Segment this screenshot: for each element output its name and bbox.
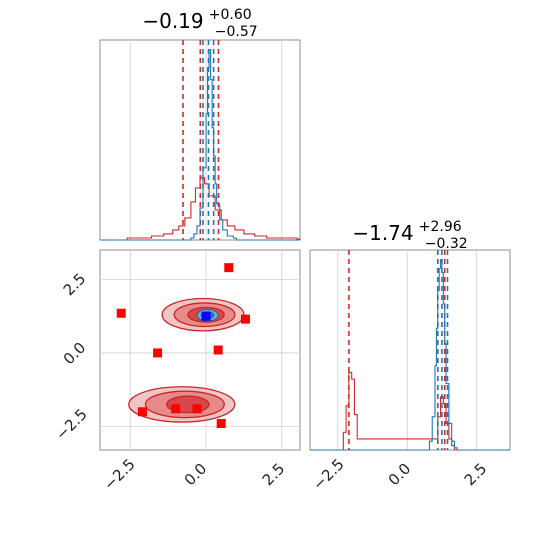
red-marker xyxy=(171,404,181,414)
title-main: −1.74 xyxy=(352,221,413,245)
red-marker xyxy=(224,263,234,273)
histogram-step-line xyxy=(100,177,301,241)
xtick-label-3: 2.5 xyxy=(259,460,289,490)
ytick-label-3: 2.5 xyxy=(60,270,90,300)
histogram-panel-param2: −1.74 +2.96 −0.32 −2.5 0.0 2.5 xyxy=(309,216,511,494)
grid-lines xyxy=(100,250,300,450)
red-marker xyxy=(216,419,226,429)
xtick-label-1: −2.5 xyxy=(100,455,138,493)
xtick-label-2: 0.0 xyxy=(385,460,415,490)
histogram-step-line xyxy=(100,48,300,241)
title-param2: −1.74 +2.96 −0.32 xyxy=(352,216,467,252)
xtick-label-1: −2.5 xyxy=(309,455,347,493)
xtick-label-2: 0.0 xyxy=(181,460,211,490)
ytick-label-2: 0.0 xyxy=(60,339,90,369)
marker-layer xyxy=(116,263,250,429)
red-marker xyxy=(192,404,202,414)
red-marker xyxy=(137,407,147,417)
title-sub: −0.32 xyxy=(425,236,468,252)
title-sub: −0.57 xyxy=(215,24,258,40)
red-marker xyxy=(240,314,250,324)
blue-marker xyxy=(201,311,211,321)
xtick-label-3: 2.5 xyxy=(461,460,491,490)
red-marker xyxy=(153,348,163,358)
red-marker xyxy=(116,308,126,318)
red-marker xyxy=(213,345,223,355)
contour-layer xyxy=(128,297,245,423)
panel-frame xyxy=(309,249,511,451)
title-sup: +0.60 xyxy=(209,7,252,23)
title-param1: −0.19 +0.60 −0.57 xyxy=(142,4,257,40)
title-sup: +2.96 xyxy=(419,219,462,235)
title-main: −0.19 xyxy=(142,9,203,33)
scatter-contour-panel: −2.5 0.0 2.5 −2.5 0.0 2.5 xyxy=(52,249,301,494)
histogram-panel-param1: −0.19 +0.60 −0.57 xyxy=(99,4,301,241)
ytick-label-1: −2.5 xyxy=(52,405,90,443)
histogram-series xyxy=(310,250,510,451)
grid-lines xyxy=(337,250,478,450)
histogram-step-line xyxy=(310,258,510,451)
histogram-series xyxy=(100,40,301,241)
histogram-step-line xyxy=(310,371,510,451)
